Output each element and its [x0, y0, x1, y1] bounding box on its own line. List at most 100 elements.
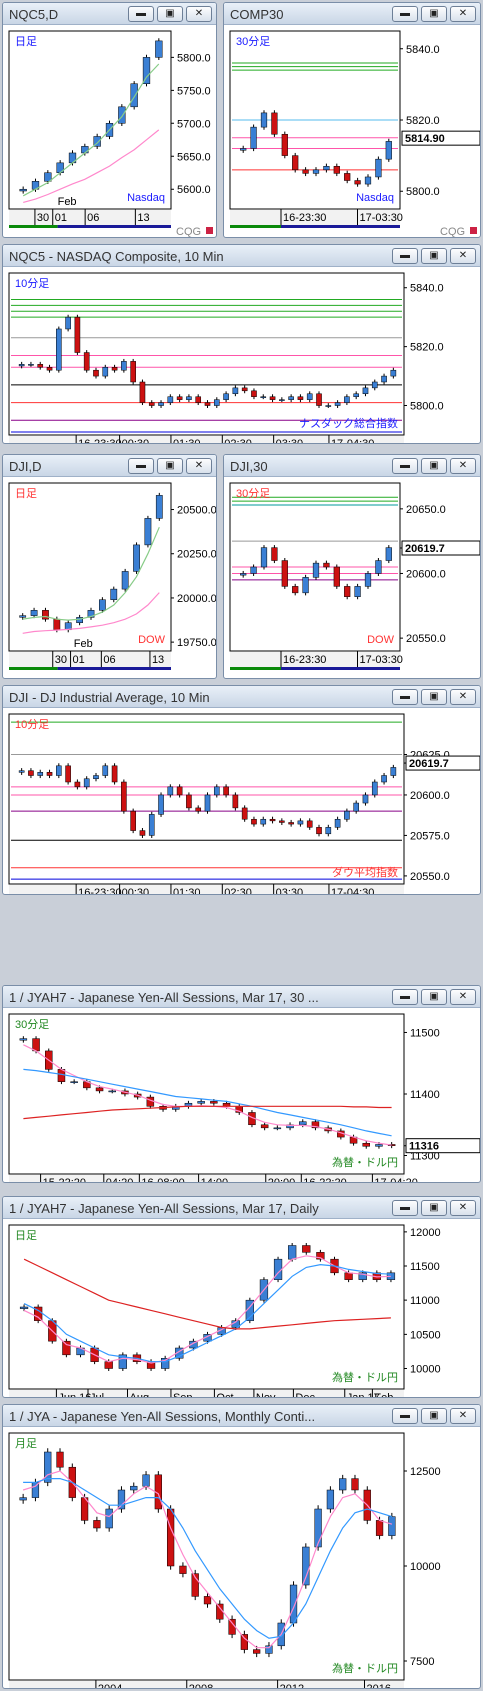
minimize-button[interactable]: ▬ [392, 1200, 418, 1216]
chart-canvas[interactable]: 30分足為替・ドル円115001140011316113001131615-22… [3, 1008, 481, 1183]
candle-body [292, 586, 299, 594]
chart-window[interactable]: DJI,30 ▬▣✕ 30分足 DOW 20650.0 20619.7 20600.0 205… [223, 454, 481, 679]
minimize-button[interactable]: ▬ [392, 248, 418, 264]
close-button[interactable]: ✕ [450, 458, 476, 474]
close-button[interactable]: ✕ [450, 1408, 476, 1424]
candle-body [371, 781, 378, 796]
close-button[interactable]: ✕ [186, 6, 212, 22]
candle-body [130, 810, 136, 831]
maximize-button[interactable]: ▣ [157, 6, 183, 22]
period-label: 日足 [15, 488, 37, 500]
plot-area [8, 272, 405, 436]
chart-window[interactable]: DJI - DJ Industrial Average, 10 Min ▬ ▣ ✕ 10… [2, 685, 481, 895]
maximize-button[interactable]: ▣ [157, 458, 183, 474]
minimize-button[interactable]: ▬ [392, 6, 418, 22]
candle-body [334, 818, 341, 828]
window-title-bar[interactable]: DJI - DJ Industrial Average, 10 Min ▬ ▣ ✕ [3, 686, 480, 708]
candle-body [288, 396, 294, 400]
window-title-bar[interactable]: 1 / JYA - Japanese Yen-All Sessions, Mon… [3, 1405, 480, 1427]
close-button[interactable]: ✕ [186, 458, 212, 474]
window-title-bar[interactable]: DJI,D ▬ ▣ ✕ [3, 455, 216, 477]
chart-window[interactable]: COMP30 ▬ ▣ ✕ 30分足 Nasdaq 5840.0 5820.0 5800.0 581… [223, 2, 481, 238]
candle-body [271, 547, 278, 561]
chart-window[interactable]: NQC5 - NASDAQ Composite, 10 Min ▬ ▣ ✕ 10分足 ナス… [2, 244, 481, 444]
chart-window[interactable]: 1 / JYAH7 - Japanese Yen-All Sessions, M… [2, 1196, 481, 1398]
cqg-logo: CQG [440, 226, 465, 238]
candle-body [93, 136, 101, 147]
session-bar [281, 667, 400, 670]
window-title-bar[interactable]: NQC5 - NASDAQ Composite, 10 Min ▬ ▣ ✕ [3, 245, 480, 267]
last-price-marker [405, 755, 480, 771]
window-title-bar[interactable]: 1 / JYAH7 - Japanese Yen-All Sessions, M… [3, 1197, 480, 1219]
minimize-button[interactable]: ▬ [128, 458, 154, 474]
minimize-button[interactable]: ▬ [392, 989, 418, 1005]
candle-body [388, 1516, 396, 1536]
candle-body [18, 364, 25, 367]
candle-body [265, 1645, 273, 1654]
candle-body [339, 1478, 347, 1491]
chart-window[interactable]: 1 / JYAH7 - Japanese Yen-All Sessions, M… [2, 985, 481, 1183]
x-tick-label: Dec [295, 1392, 315, 1398]
candle-body [281, 133, 288, 156]
candle-body [56, 1451, 64, 1468]
candle-body [144, 518, 152, 546]
session-bar [9, 225, 58, 228]
symbol-footer-label: Nasdaq [356, 192, 394, 204]
chart-canvas[interactable]: 30分足 Nasdaq 5840.0 5820.0 5800.0 5814.90 16-23… [224, 25, 481, 238]
candle-body [353, 802, 359, 812]
x-tick-label: 00:30 [122, 438, 150, 444]
x-tick-label: 2012 [280, 1683, 304, 1689]
candle-body [210, 1101, 218, 1104]
minimize-button[interactable]: ▬ [128, 6, 154, 22]
window-title-bar[interactable]: DJI,30 ▬ ▣ ✕ [224, 455, 480, 477]
last-price-marker [401, 540, 480, 556]
chart-canvas[interactable]: 10分足ダウ平均指数20625.020619.720600.020575.020… [3, 708, 481, 895]
candle-body [306, 820, 313, 828]
last-price-label: 11316 [409, 1141, 439, 1153]
chart-canvas[interactable]: 日足 DOW 20500.0 20250.0 20000.0 19750.0 30 01 06 1… [3, 477, 217, 679]
close-button[interactable]: ✕ [450, 6, 476, 22]
maximize-button[interactable]: ▣ [421, 1408, 447, 1424]
chart-canvas[interactable]: 30分足DOW20650.020619.720600.020550.020619… [224, 477, 481, 679]
chart-window[interactable]: DJI,D ▬ ▣ ✕ 日足 DOW 20500.0 20250.0 20000.0 19750.… [2, 454, 217, 679]
candle-body [273, 1127, 282, 1130]
candle-body [323, 562, 330, 568]
maximize-button[interactable]: ▣ [421, 458, 447, 474]
minimize-button[interactable]: ▬ [392, 458, 418, 474]
chart-window[interactable]: NQC5,D ▬ ▣ ✕ 日足 Nasdaq 5800.0 5750.0 5700.0 5650.… [2, 2, 217, 238]
candle-body [353, 393, 359, 397]
window-title-bar[interactable]: NQC5,D ▬ ▣ ✕ [3, 3, 216, 25]
close-button[interactable]: ✕ [450, 989, 476, 1005]
chart-window[interactable]: 1 / JYA - Japanese Yen-All Sessions, Mon… [2, 1404, 481, 1689]
minimize-button[interactable]: ▬ [392, 689, 418, 705]
y-tick-label: 10000 [410, 1561, 441, 1573]
period-label: 日足 [15, 36, 37, 48]
x-tick-label: 01 [73, 654, 85, 666]
chart-canvas[interactable]: 日足 Nasdaq 5800.0 5750.0 5700.0 5650.0 5600.0 30… [3, 25, 217, 238]
maximize-button[interactable]: ▣ [421, 248, 447, 264]
maximize-button[interactable]: ▣ [421, 689, 447, 705]
moving-average-line [22, 592, 160, 634]
close-button[interactable]: ✕ [450, 1200, 476, 1216]
close-button[interactable]: ✕ [450, 248, 476, 264]
candle-body [390, 767, 397, 776]
window-title-bar[interactable]: 1 / JYAH7 - Japanese Yen-All Sessions, M… [3, 986, 480, 1008]
x-tick-label: 17-03:30 [360, 654, 403, 666]
minimize-button[interactable]: ▬ [392, 1408, 418, 1424]
maximize-button[interactable]: ▣ [421, 1200, 447, 1216]
period-label: 30分足 [236, 35, 270, 48]
maximize-button[interactable]: ▣ [421, 989, 447, 1005]
x-tick-label: Aug [130, 1392, 150, 1398]
maximize-button[interactable]: ▣ [421, 6, 447, 22]
candle-body [316, 1252, 325, 1260]
candle-body [344, 586, 351, 597]
close-button[interactable]: ✕ [450, 689, 476, 705]
candle-body [371, 381, 378, 389]
candle-body [375, 1144, 383, 1147]
candle-body [87, 610, 95, 618]
candle-body [142, 1474, 150, 1487]
window-title-bar[interactable]: COMP30 ▬ ▣ ✕ [224, 3, 480, 25]
